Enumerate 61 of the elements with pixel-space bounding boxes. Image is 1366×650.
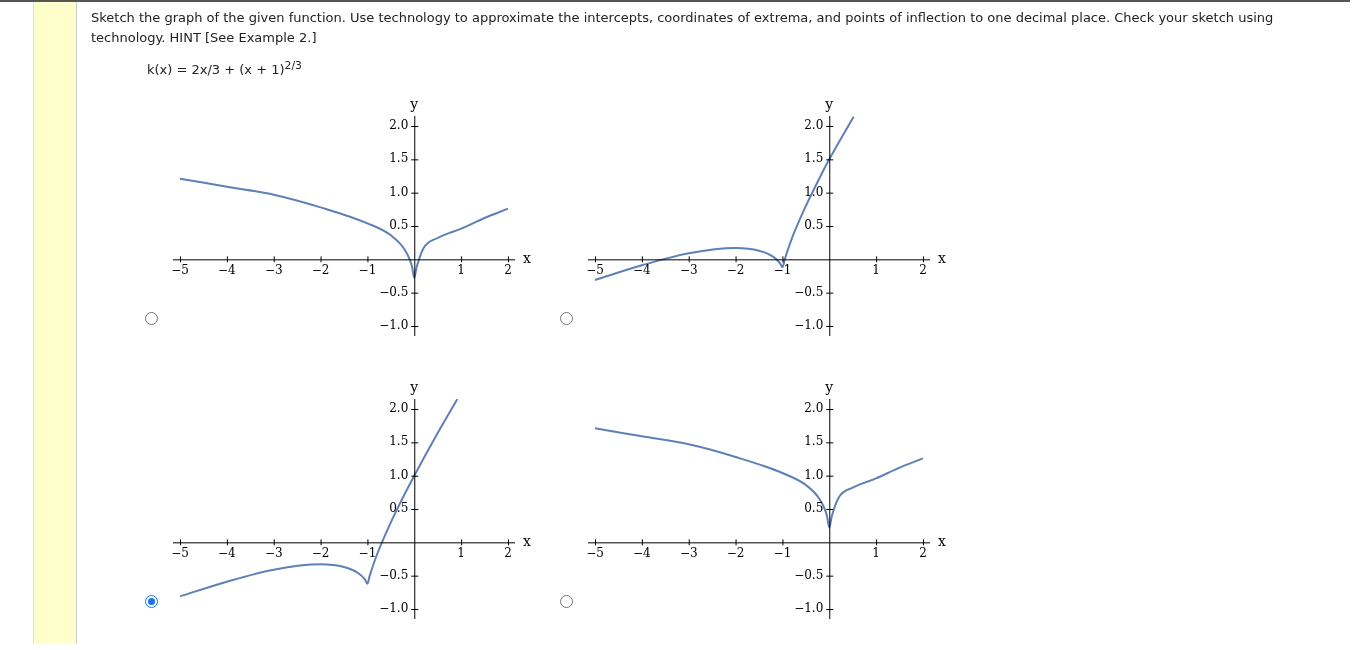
x-tick-label: −5 bbox=[171, 263, 189, 278]
text: Sketch the graph of the given function. Use technology to approximate the intercepts, coordinates of extrema, and points of inflection to one decimal place. Check your sketch using technology. HINT [See Example 2.] bbox=[91, 9, 1275, 47]
y-tick-label: −0.5 bbox=[379, 284, 409, 299]
chart-subtitle: k(x) = 2x/3 + (x + 1)$^{2/3}$ bbox=[147, 58, 303, 80]
x-tick-label: −4 bbox=[218, 263, 237, 278]
x-tick-label: 1 bbox=[457, 546, 465, 561]
x-axis-title: x bbox=[938, 532, 946, 549]
x-tick-label: 1 bbox=[872, 546, 880, 561]
x-tick-label: −4 bbox=[633, 263, 652, 278]
y-tick-label: 2.0 bbox=[804, 118, 824, 133]
x-tick-label: 2 bbox=[504, 546, 512, 561]
y-axis-title: y bbox=[409, 378, 419, 395]
y-axis-title: y bbox=[409, 95, 419, 112]
x-tick-label: −4 bbox=[218, 546, 237, 561]
x-tick-label: −2 bbox=[726, 263, 745, 278]
x-tick-label: −2 bbox=[311, 546, 330, 561]
y-tick-label: 2.0 bbox=[804, 401, 824, 416]
y-tick-label: 2.0 bbox=[389, 118, 409, 133]
x-tick-label: 2 bbox=[504, 263, 512, 278]
x-axis-title: x bbox=[938, 249, 946, 266]
line-series bbox=[594, 427, 924, 529]
y-tick-label: 0.5 bbox=[804, 218, 824, 233]
y-tick-label: 1.0 bbox=[804, 467, 824, 482]
x-tick-label: 1 bbox=[457, 263, 465, 278]
y-tick-label: −0.5 bbox=[794, 284, 824, 299]
x-tick-label: −1 bbox=[358, 546, 377, 561]
x-axis-title: x bbox=[523, 249, 531, 266]
x-tick-label: −3 bbox=[679, 263, 698, 278]
y-axis-title: y bbox=[824, 95, 834, 112]
x-tick-label: 2 bbox=[919, 546, 927, 561]
y-tick-label: −0.5 bbox=[794, 567, 824, 582]
x-tick-label: −1 bbox=[773, 546, 792, 561]
y-axis-title: y bbox=[824, 378, 834, 395]
y-tick-label: −1.0 bbox=[794, 318, 824, 333]
x-tick-label: −3 bbox=[264, 263, 283, 278]
y-tick-label: −1.0 bbox=[794, 601, 824, 616]
x-tick-label: −5 bbox=[586, 263, 604, 278]
x-tick-label: −2 bbox=[726, 546, 745, 561]
y-tick-label: −1.0 bbox=[379, 601, 409, 616]
x-tick-label: −5 bbox=[586, 546, 604, 561]
x-tick-label: −1 bbox=[358, 263, 377, 278]
x-tick-label: −1 bbox=[773, 263, 792, 278]
y-tick-label: 1.0 bbox=[389, 184, 409, 199]
y-tick-label: 1.5 bbox=[804, 434, 824, 449]
y-tick-label: 1.5 bbox=[389, 434, 409, 449]
x-tick-label: −3 bbox=[264, 546, 283, 561]
x-tick-label: 1 bbox=[872, 263, 880, 278]
y-tick-label: 0.5 bbox=[804, 501, 824, 516]
x-tick-label: −3 bbox=[679, 546, 698, 561]
x-tick-label: −4 bbox=[633, 546, 652, 561]
y-tick-label: 0.5 bbox=[389, 218, 409, 233]
x-axis-title: x bbox=[523, 532, 531, 549]
x-tick-label: 2 bbox=[919, 263, 927, 278]
y-tick-label: 1.5 bbox=[389, 151, 409, 166]
x-tick-label: −2 bbox=[311, 263, 330, 278]
y-tick-label: 1.0 bbox=[389, 467, 409, 482]
y-tick-label: 1.5 bbox=[804, 151, 824, 166]
y-tick-label: −1.0 bbox=[379, 318, 409, 333]
x-tick-label: −5 bbox=[171, 546, 189, 561]
y-tick-label: −0.5 bbox=[379, 567, 409, 582]
y-tick-label: 2.0 bbox=[389, 401, 409, 416]
